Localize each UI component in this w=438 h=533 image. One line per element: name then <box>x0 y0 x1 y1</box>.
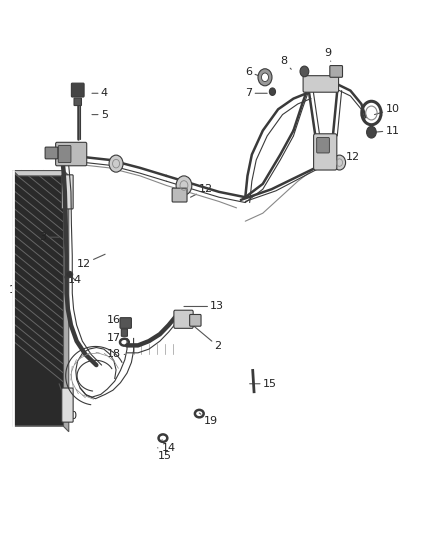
FancyBboxPatch shape <box>121 329 127 336</box>
FancyBboxPatch shape <box>62 388 73 422</box>
FancyBboxPatch shape <box>45 147 58 159</box>
Text: 6: 6 <box>245 67 263 77</box>
Text: 3: 3 <box>39 232 59 242</box>
Text: 13: 13 <box>184 302 224 311</box>
Text: 4: 4 <box>92 88 108 98</box>
Circle shape <box>333 155 346 170</box>
FancyBboxPatch shape <box>172 188 187 202</box>
FancyBboxPatch shape <box>74 98 81 106</box>
Text: 14: 14 <box>68 273 82 285</box>
FancyBboxPatch shape <box>190 314 201 326</box>
FancyBboxPatch shape <box>56 142 87 166</box>
FancyBboxPatch shape <box>62 175 73 209</box>
Circle shape <box>258 69 272 86</box>
FancyBboxPatch shape <box>58 146 71 163</box>
Text: 20: 20 <box>59 384 78 421</box>
Text: 8: 8 <box>280 56 291 69</box>
FancyBboxPatch shape <box>174 310 193 328</box>
Circle shape <box>300 66 309 77</box>
Circle shape <box>176 176 192 195</box>
Ellipse shape <box>66 271 73 278</box>
Text: 10: 10 <box>374 104 399 115</box>
Text: 7: 7 <box>245 88 267 98</box>
Text: 12: 12 <box>77 254 105 269</box>
Text: 15: 15 <box>250 379 277 389</box>
Text: 14: 14 <box>162 440 176 453</box>
Text: 11: 11 <box>374 126 399 135</box>
FancyBboxPatch shape <box>317 138 329 153</box>
Text: 19: 19 <box>199 413 218 426</box>
FancyBboxPatch shape <box>120 318 131 328</box>
Text: 16: 16 <box>107 315 125 325</box>
Circle shape <box>261 73 268 82</box>
Text: 17: 17 <box>107 334 125 343</box>
Text: 1: 1 <box>9 286 16 295</box>
Polygon shape <box>64 171 69 432</box>
FancyBboxPatch shape <box>303 76 339 92</box>
Text: 12: 12 <box>337 152 360 163</box>
Text: 5: 5 <box>92 110 108 119</box>
Text: 9: 9 <box>324 49 331 61</box>
Circle shape <box>109 155 123 172</box>
Polygon shape <box>13 171 64 426</box>
FancyBboxPatch shape <box>314 134 337 170</box>
Text: 2: 2 <box>193 325 222 351</box>
Circle shape <box>367 126 376 138</box>
Text: 15: 15 <box>158 448 172 461</box>
Circle shape <box>269 88 276 95</box>
FancyBboxPatch shape <box>330 66 343 77</box>
FancyBboxPatch shape <box>71 83 84 97</box>
Text: 18: 18 <box>107 350 125 359</box>
Text: 12: 12 <box>191 184 213 197</box>
Polygon shape <box>13 171 69 176</box>
